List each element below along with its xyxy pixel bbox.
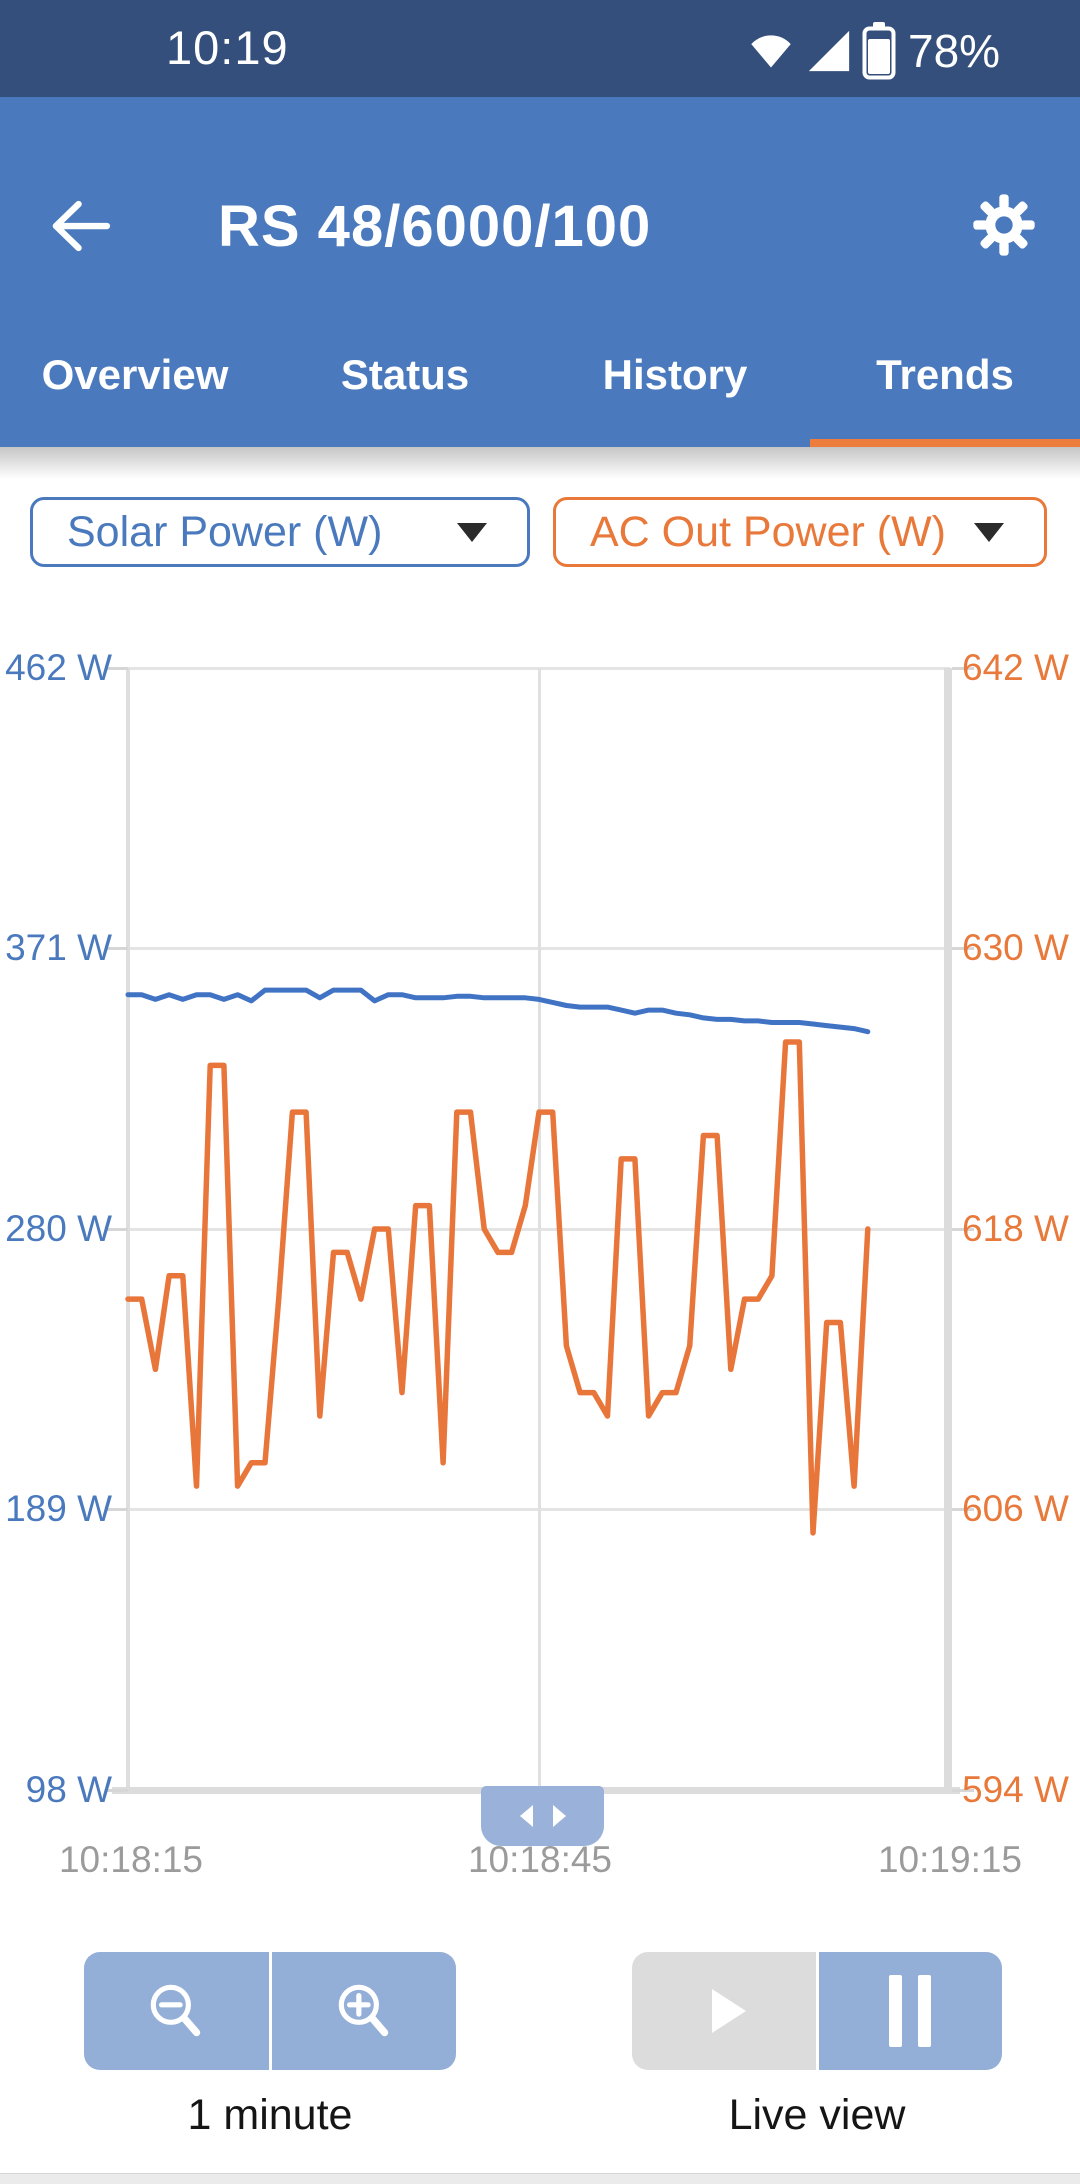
- page-title: RS 48/6000/100: [218, 194, 652, 259]
- caret-down-icon: [457, 522, 487, 542]
- app-header: RS 48/6000/100 Overview Status History T…: [0, 97, 1080, 447]
- wifi-icon: [751, 35, 791, 68]
- axis-tick: [106, 667, 128, 670]
- triangle-right-icon: [552, 1805, 566, 1827]
- axis-tick: [952, 1789, 974, 1792]
- y-axis-label-right: 642 W: [962, 647, 1069, 688]
- pause-icon: [889, 1975, 932, 2047]
- magnifier-plus-icon: [338, 1984, 388, 2037]
- zoom-in-button[interactable]: [271, 1952, 456, 2070]
- gridline-vertical: [538, 668, 541, 1790]
- left-series-label: Solar Power (W): [67, 507, 383, 556]
- zoom-button-group: [84, 1952, 456, 2070]
- y-axis-label-left: 280 W: [5, 1208, 112, 1249]
- arrow-left-icon: [52, 200, 111, 252]
- axis-tick: [106, 947, 128, 950]
- live-button-group: [632, 1952, 1002, 2070]
- play-button[interactable]: [632, 1952, 816, 2070]
- tab-trends[interactable]: Trends: [876, 350, 1014, 398]
- play-icon: [711, 1989, 746, 2033]
- axis-tick: [952, 1228, 974, 1231]
- tab-history[interactable]: History: [602, 350, 748, 398]
- y-axis-label-left: 371 W: [5, 927, 112, 968]
- y-axis-label-left: 98 W: [25, 1769, 112, 1810]
- pause-button[interactable]: [818, 1952, 1002, 2070]
- battery-percent: 78%: [908, 25, 1001, 77]
- chart-pan-handle[interactable]: [481, 1786, 604, 1846]
- x-axis-label: 10:18:15: [58, 1839, 204, 1880]
- header-shadow: [0, 447, 1080, 479]
- axis-tick: [106, 1508, 128, 1511]
- gear-hole: [995, 216, 1013, 234]
- live-view-label: Live view: [728, 2091, 906, 2139]
- zoom-out-button[interactable]: [84, 1952, 269, 2070]
- y-axis-label-right: 606 W: [962, 1488, 1069, 1529]
- x-axis-label: 10:19:15: [877, 1839, 1023, 1880]
- status-bar: 10:19 78%: [0, 0, 1080, 97]
- zoom-window-label: 1 minute: [187, 2091, 353, 2139]
- y-axis-line-right: [944, 668, 952, 1793]
- settings-button[interactable]: [972, 193, 1036, 257]
- axis-tick: [106, 1789, 128, 1792]
- triangle-left-icon: [519, 1805, 533, 1827]
- active-tab-indicator: [810, 439, 1080, 447]
- y-axis-label-left: 462 W: [5, 647, 112, 688]
- y-axis-label-left: 189 W: [5, 1488, 112, 1529]
- y-axis-label-right: 594 W: [962, 1769, 1069, 1810]
- status-icons: 78%: [746, 22, 1000, 80]
- magnifier-minus-icon: [150, 1984, 201, 2037]
- tab-bar: Overview Status History Trends: [0, 310, 1080, 439]
- right-series-selector[interactable]: AC Out Power (W): [553, 497, 1047, 567]
- left-series-selector[interactable]: Solar Power (W): [30, 497, 530, 567]
- caret-down-icon: [974, 522, 1004, 542]
- solar-power-line: [125, 987, 871, 1035]
- back-button[interactable]: [46, 192, 114, 260]
- tab-status[interactable]: Status: [340, 350, 470, 398]
- gesture-bar-strip: [0, 2173, 1080, 2184]
- axis-tick: [106, 1228, 128, 1231]
- axis-tick: [952, 947, 974, 950]
- axis-tick: [952, 1508, 974, 1511]
- ac-out-power-line: [125, 1039, 871, 1536]
- axis-tick: [952, 667, 974, 670]
- y-axis-line-left: [126, 668, 130, 1793]
- status-clock: 10:19: [166, 21, 289, 74]
- y-axis-label-right: 630 W: [962, 927, 1069, 968]
- right-series-label: AC Out Power (W): [590, 507, 946, 556]
- battery-icon: [862, 22, 896, 80]
- y-axis-label-right: 618 W: [962, 1208, 1069, 1249]
- chart-plot-area[interactable]: [125, 668, 950, 1790]
- cellular-signal-icon: [808, 30, 850, 72]
- tab-overview[interactable]: Overview: [41, 350, 229, 398]
